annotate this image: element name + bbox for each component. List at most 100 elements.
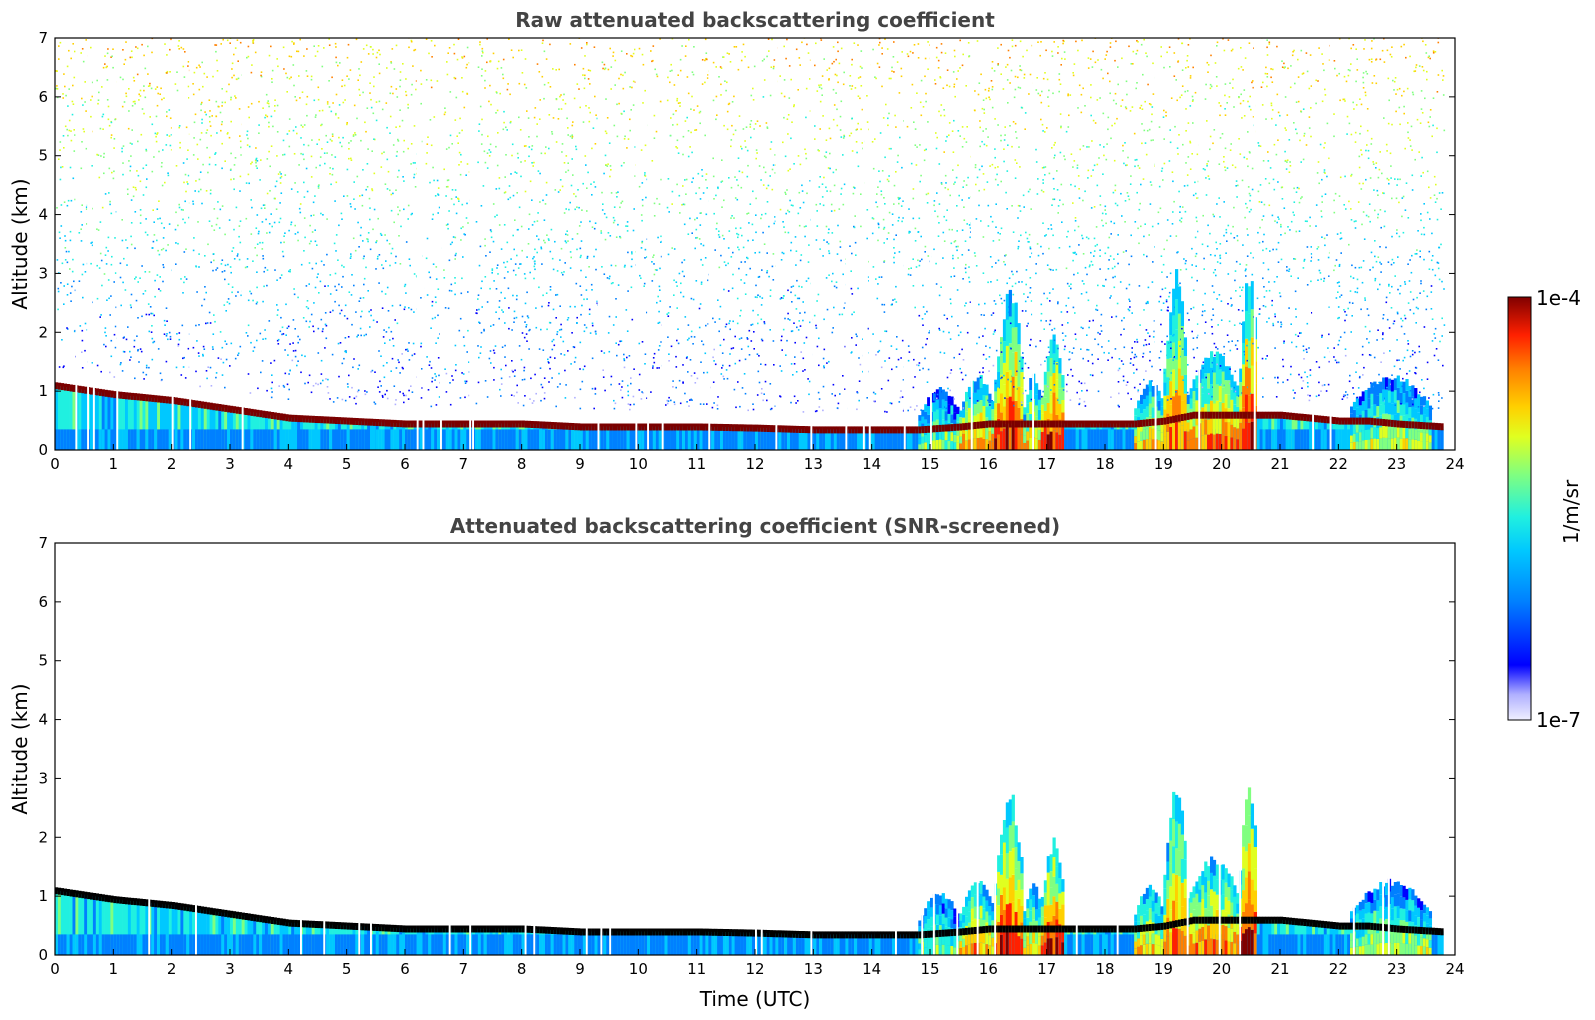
noise-speckle — [616, 135, 619, 138]
noise-speckle — [372, 30, 374, 32]
boundary-layer-band — [160, 395, 164, 403]
noise-speckle — [217, 357, 220, 359]
noise-speckle — [401, 353, 403, 355]
noise-speckle — [694, 382, 697, 384]
near-surface-cell — [60, 429, 65, 450]
noise-speckle — [875, 201, 877, 204]
cloud-cell — [941, 439, 945, 450]
noise-speckle — [839, 393, 841, 395]
noise-speckle — [543, 397, 546, 400]
noise-speckle — [596, 302, 599, 305]
noise-speckle — [461, 129, 463, 132]
noise-speckle — [737, 381, 739, 383]
noise-speckle — [310, 155, 313, 158]
noise-speckle — [265, 36, 267, 38]
noise-speckle — [447, 227, 449, 230]
noise-speckle — [633, 368, 635, 370]
noise-speckle — [332, 167, 334, 170]
noise-speckle — [627, 138, 630, 140]
noise-speckle — [272, 125, 274, 128]
noise-speckle — [119, 262, 122, 265]
noise-speckle — [934, 210, 936, 212]
noise-speckle — [327, 392, 330, 394]
noise-speckle — [836, 108, 838, 111]
boundary-layer-band — [399, 420, 403, 428]
noise-speckle — [884, 203, 886, 205]
noise-speckle — [564, 397, 567, 399]
cloud-cell — [935, 409, 940, 420]
noise-speckle — [420, 83, 423, 85]
noise-speckle — [558, 35, 560, 37]
noise-speckle — [736, 179, 738, 181]
noise-speckle — [276, 304, 278, 306]
noise-speckle — [695, 129, 698, 131]
boundary-layer-band — [842, 426, 846, 434]
noise-speckle — [437, 194, 440, 196]
noise-speckle — [544, 241, 546, 244]
noise-speckle — [478, 130, 480, 132]
noise-speckle — [200, 103, 202, 106]
noise-speckle — [153, 221, 155, 223]
noise-speckle — [920, 114, 923, 117]
noise-speckle — [162, 266, 165, 269]
noise-speckle — [220, 358, 222, 360]
noise-speckle — [520, 49, 523, 51]
noise-speckle — [102, 113, 105, 116]
noise-speckle — [331, 173, 334, 176]
noise-speckle — [437, 187, 440, 189]
boundary-layer-band — [165, 396, 170, 404]
noise-speckle — [413, 173, 416, 176]
noise-speckle — [479, 43, 481, 46]
noise-speckle — [953, 183, 955, 185]
near-surface-cell — [594, 429, 598, 450]
noise-speckle — [415, 80, 418, 82]
noise-speckle — [359, 74, 361, 77]
noise-speckle — [359, 234, 362, 237]
noise-speckle — [769, 329, 771, 331]
noise-speckle — [148, 366, 150, 369]
noise-speckle — [401, 119, 404, 122]
noise-speckle — [749, 123, 752, 126]
near-surface-cell — [300, 429, 304, 450]
noise-speckle — [594, 95, 596, 98]
noise-speckle — [60, 282, 62, 284]
noise-speckle — [901, 396, 904, 398]
noise-speckle — [910, 267, 912, 269]
noise-speckle — [381, 108, 384, 111]
noise-speckle — [392, 92, 394, 95]
noise-speckle — [788, 97, 791, 99]
noise-speckle — [772, 340, 775, 342]
noise-speckle — [920, 34, 922, 36]
noise-speckle — [916, 405, 918, 407]
noise-speckle — [676, 97, 679, 100]
noise-speckle — [794, 236, 797, 238]
noise-speckle — [390, 370, 392, 372]
noise-speckle — [121, 219, 123, 221]
noise-speckle — [377, 217, 379, 220]
noise-speckle — [733, 95, 735, 98]
near-surface-cell — [705, 429, 709, 450]
boundary-layer-band — [699, 423, 703, 431]
noise-speckle — [246, 56, 248, 59]
noise-speckle — [555, 317, 557, 319]
boundary-layer-band — [367, 418, 371, 426]
noise-speckle — [490, 103, 492, 106]
noise-speckle — [415, 88, 417, 91]
noise-speckle — [699, 110, 702, 113]
noise-speckle — [399, 125, 401, 128]
noise-speckle — [734, 197, 737, 199]
noise-speckle — [344, 337, 347, 339]
noise-speckle — [158, 150, 160, 153]
noise-speckle — [180, 208, 183, 211]
noise-speckle — [698, 238, 701, 240]
noise-speckle — [413, 125, 416, 127]
noise-speckle — [725, 89, 727, 92]
noise-speckle — [389, 189, 391, 192]
boundary-layer-band — [142, 394, 146, 401]
noise-speckle — [565, 384, 567, 386]
noise-speckle — [226, 39, 229, 42]
boundary-layer-band — [200, 401, 205, 409]
noise-speckle — [125, 92, 127, 95]
noise-speckle — [317, 352, 320, 354]
noise-speckle — [878, 170, 880, 172]
